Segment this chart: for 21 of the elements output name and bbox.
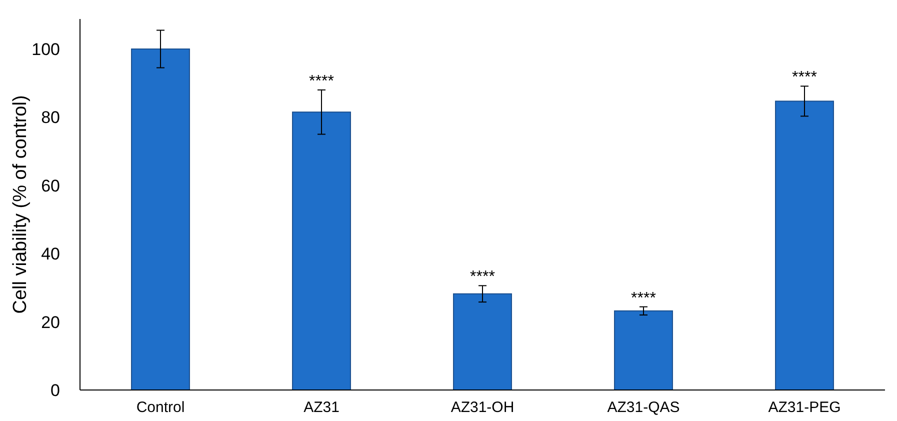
y-tick-label: 0	[50, 380, 60, 400]
y-tick-label: 80	[41, 108, 60, 128]
y-tick-label: 20	[41, 312, 60, 332]
bar	[453, 293, 512, 390]
annotation: ****	[792, 69, 817, 86]
bar	[292, 112, 351, 390]
y-tick-label: 100	[32, 40, 60, 59]
x-tick-label: AZ31-PEG	[768, 399, 841, 416]
x-tick-label: AZ31-QAS	[607, 399, 680, 416]
bar	[131, 48, 190, 390]
x-tick-label: Control	[136, 399, 185, 416]
bar	[775, 100, 834, 390]
annotation: ****	[631, 290, 656, 307]
y-axis-title: Cell viability (% of control)	[10, 95, 31, 314]
x-tick-label: AZ31	[304, 399, 340, 416]
annotation: ****	[470, 268, 495, 286]
annotation: ****	[309, 72, 334, 90]
x-tick-label: AZ31-OH	[450, 399, 514, 416]
bar	[614, 310, 673, 390]
y-tick-label: 60	[41, 176, 60, 196]
y-tick-label: 40	[41, 244, 60, 264]
